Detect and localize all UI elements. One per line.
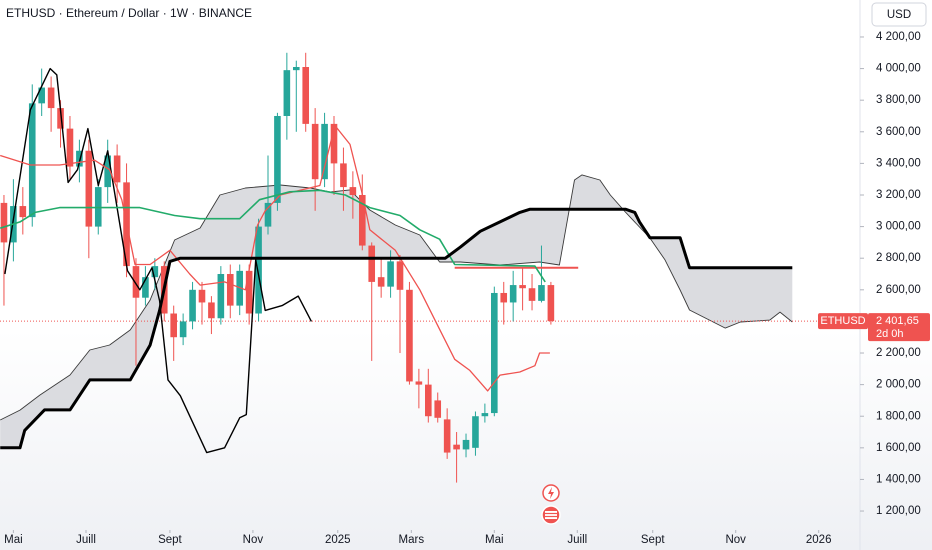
candle-body: [434, 400, 442, 418]
event-icon-glyph: [548, 487, 554, 499]
candle-body: [57, 108, 64, 129]
plot-area: [0, 52, 860, 483]
candle-body: [481, 413, 489, 417]
chart-title: ETHUSD · Ethereum / Dollar · 1W · BINANC…: [6, 6, 252, 20]
cloud-span-a: [0, 174, 793, 421]
candle-body: [66, 128, 74, 167]
candle-body: [283, 70, 291, 116]
event-icons: [541, 484, 561, 525]
candle-body: [547, 285, 555, 322]
candle-body: [387, 261, 394, 287]
candle-body: [198, 289, 206, 303]
candle-body: [349, 187, 357, 195]
candle-body: [255, 226, 262, 314]
candle-body: [368, 245, 376, 282]
candle-body: [104, 155, 111, 188]
candle-body: [321, 123, 328, 180]
x-tick-label: Sept: [641, 534, 665, 546]
candle-body: [330, 123, 338, 164]
candle-body: [538, 285, 545, 301]
candle-body: [443, 419, 451, 453]
candle-body: [519, 285, 526, 289]
x-tick-label: 2026: [806, 534, 832, 546]
candle-body: [113, 155, 121, 183]
candle-body: [500, 292, 508, 303]
candle-body: [415, 381, 423, 385]
x-tick-label: Juill: [76, 534, 96, 546]
y-tick-label: 1 600,00: [876, 442, 921, 454]
candle-body: [292, 67, 300, 71]
candle-body: [406, 289, 413, 382]
x-tick-label: Mars: [399, 534, 425, 546]
candle-body: [462, 439, 470, 450]
candle-body: [509, 285, 517, 303]
candle-body: [170, 313, 177, 338]
y-tick-label: 1 800,00: [876, 410, 921, 422]
candle-body: [217, 274, 225, 319]
candle-body: [19, 206, 27, 218]
x-tick-label: 2025: [325, 534, 351, 546]
candle-body: [453, 444, 460, 450]
y-tick-label: 4 200,00: [876, 31, 921, 43]
price-tag-label: 2 401,65: [876, 315, 919, 327]
y-tick-label: 3 400,00: [876, 157, 921, 169]
y-tick-label: 4 000,00: [876, 63, 921, 75]
y-tick-label: 1 400,00: [876, 473, 921, 485]
cloud-span-b: [0, 207, 793, 450]
x-tick-label: Nov: [725, 534, 746, 546]
x-tick-label: Mai: [4, 534, 23, 546]
candle-body: [274, 115, 281, 203]
candle-body: [491, 292, 498, 414]
currency-label: USD: [887, 9, 911, 21]
candle-body: [302, 67, 310, 124]
candle-body: [340, 163, 347, 188]
symbol-tag-label: ETHUSD: [820, 315, 865, 327]
candle-body: [47, 87, 55, 109]
price-tag: [868, 313, 930, 342]
candle-body: [151, 266, 159, 278]
candle-body: [132, 266, 140, 298]
y-tick-label: 2 000,00: [876, 379, 921, 391]
event-icon-glyph: [545, 511, 557, 519]
y-tick-label: 3 800,00: [876, 94, 921, 106]
currency-button[interactable]: [871, 2, 927, 27]
candle-body: [0, 202, 8, 243]
candle-body: [264, 202, 272, 227]
candle-body: [528, 288, 536, 301]
x-tick-label: Juill: [567, 534, 587, 546]
candle-body: [425, 384, 432, 417]
candle-body: [85, 150, 93, 227]
candle-body: [142, 277, 149, 298]
candle-body: [396, 261, 404, 290]
y-tick-label: 2 800,00: [876, 252, 921, 264]
candle-body: [311, 123, 319, 180]
symbol-tag: [818, 313, 868, 330]
candle-body: [358, 194, 366, 246]
x-tick-label: Sept: [158, 534, 182, 546]
x-tick-label: Mai: [485, 534, 504, 546]
y-tick-label: 1 200,00: [876, 505, 921, 517]
candle-body: [189, 289, 196, 322]
indicator-line: [0, 124, 550, 392]
x-tick-label: Nov: [243, 534, 264, 546]
candle-body: [472, 416, 479, 448]
candle-body: [28, 103, 36, 218]
y-tick-label: 3 000,00: [876, 221, 921, 233]
countdown-label: 2d 0h: [876, 328, 904, 340]
candle-body: [245, 270, 253, 314]
candle-body: [208, 302, 215, 319]
candle-body: [377, 277, 385, 287]
indicator-line: [0, 189, 546, 283]
y-tick-label: 3 200,00: [876, 189, 921, 201]
y-tick-label: 3 600,00: [876, 126, 921, 138]
candle-body: [76, 150, 83, 167]
candle-body: [226, 274, 234, 306]
candle-body: [38, 87, 45, 104]
candle-body: [179, 321, 187, 338]
y-tick-label: 2 600,00: [876, 284, 921, 296]
y-tick-label: 2 200,00: [876, 347, 921, 359]
cloud-fill: [0, 174, 793, 448]
